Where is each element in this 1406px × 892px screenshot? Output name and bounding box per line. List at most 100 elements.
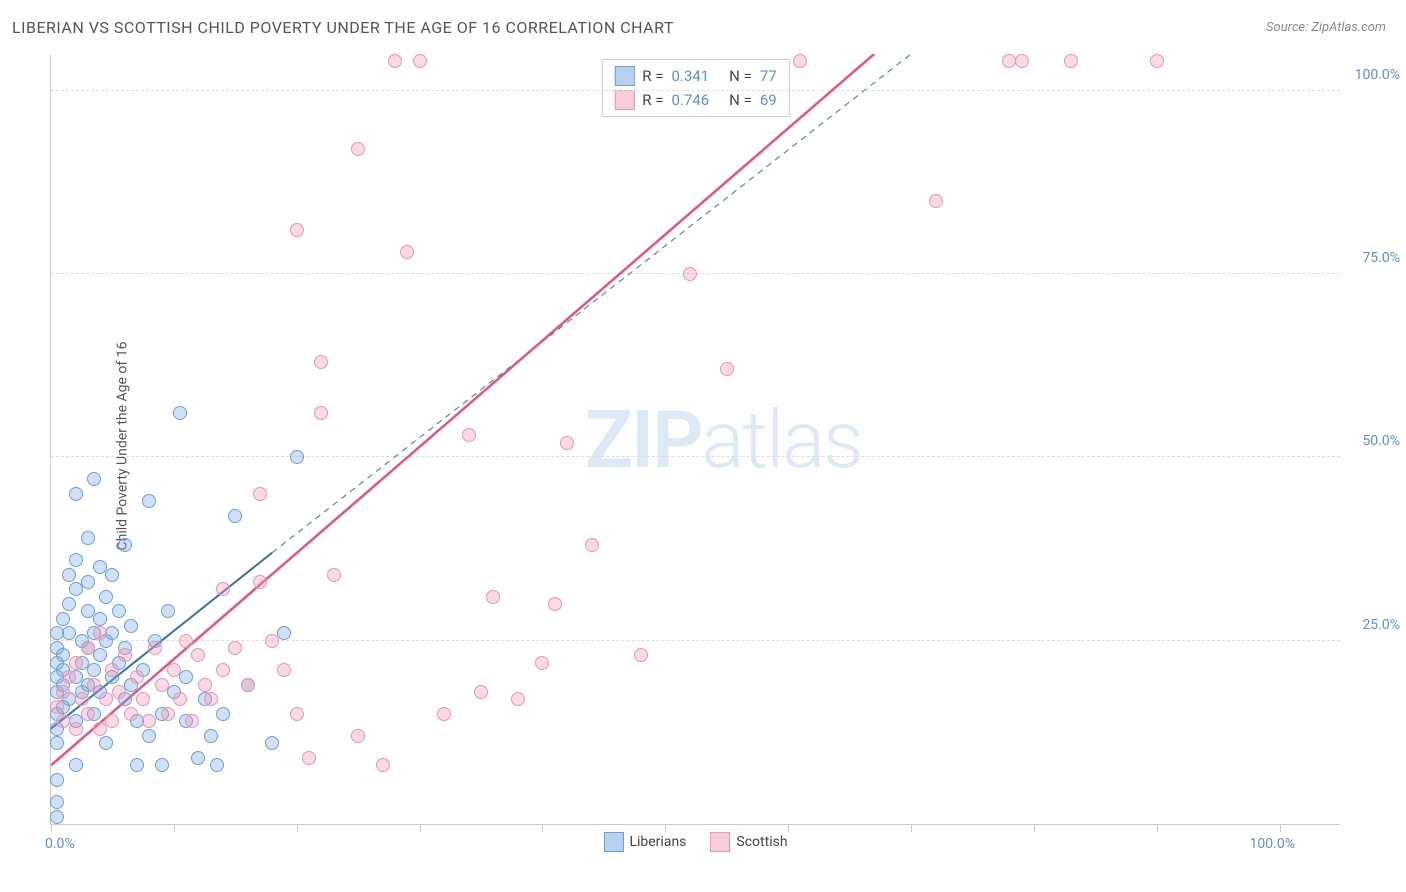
data-point: [634, 648, 648, 662]
data-point: [210, 758, 224, 772]
data-point: [314, 355, 328, 369]
data-point: [173, 406, 187, 420]
data-point: [185, 714, 199, 728]
data-point: [118, 648, 132, 662]
data-point: [216, 582, 230, 596]
legend-swatch: [710, 832, 730, 852]
data-point: [81, 707, 95, 721]
data-point: [75, 692, 89, 706]
data-point: [62, 670, 76, 684]
x-tick-label: 100.0%: [1250, 836, 1295, 852]
legend-item: Scottish: [710, 832, 787, 852]
data-point: [112, 685, 126, 699]
legend-swatch: [614, 66, 634, 86]
x-tick: [51, 824, 52, 832]
data-point: [204, 729, 218, 743]
legend-label: Liberians: [629, 834, 686, 850]
gridline: [51, 456, 1340, 457]
data-point: [87, 663, 101, 677]
x-tick: [174, 824, 175, 832]
chart-title: LIBERIAN VS SCOTTISH CHILD POVERTY UNDER…: [12, 18, 674, 37]
data-point: [105, 714, 119, 728]
data-point: [130, 670, 144, 684]
legend-row: R = 0.746N = 69: [614, 88, 776, 112]
data-point: [142, 494, 156, 508]
trend-lines: [51, 54, 1341, 824]
y-tick-label: 100.0%: [1355, 67, 1400, 83]
legend-item: Liberians: [603, 832, 686, 852]
data-point: [1150, 54, 1164, 68]
data-point: [511, 692, 525, 706]
data-point: [198, 678, 212, 692]
data-point: [142, 714, 156, 728]
x-tick: [1157, 824, 1158, 832]
data-point: [241, 678, 255, 692]
data-point: [191, 751, 205, 765]
y-tick-label: 25.0%: [1362, 617, 1400, 633]
data-point: [1064, 54, 1078, 68]
data-point: [228, 641, 242, 655]
x-tick: [297, 824, 298, 832]
data-point: [155, 678, 169, 692]
data-point: [142, 729, 156, 743]
data-point: [228, 509, 242, 523]
x-tick: [420, 824, 421, 832]
legend-swatch: [614, 90, 634, 110]
data-point: [413, 54, 427, 68]
data-point: [265, 736, 279, 750]
data-point: [105, 663, 119, 677]
data-point: [929, 194, 943, 208]
data-point: [87, 472, 101, 486]
data-point: [290, 223, 304, 237]
r-label: R =: [642, 67, 663, 85]
data-point: [81, 531, 95, 545]
data-point: [99, 736, 113, 750]
data-point: [535, 656, 549, 670]
data-point: [93, 626, 107, 640]
data-point: [253, 487, 267, 501]
data-point: [130, 758, 144, 772]
x-tick: [665, 824, 666, 832]
data-point: [50, 773, 64, 787]
n-label: N =: [729, 91, 752, 109]
data-point: [105, 626, 119, 640]
n-value: 69: [760, 91, 777, 109]
x-tick: [788, 824, 789, 832]
data-point: [93, 612, 107, 626]
data-point: [136, 692, 150, 706]
source-attribution: Source: ZipAtlas.com: [1266, 20, 1386, 35]
y-tick-label: 50.0%: [1362, 433, 1400, 449]
data-point: [253, 575, 267, 589]
data-point: [216, 663, 230, 677]
gridline: [51, 90, 1340, 91]
data-point: [290, 450, 304, 464]
data-point: [179, 634, 193, 648]
data-point: [56, 685, 70, 699]
legend-row: R = 0.341N = 77: [614, 64, 776, 88]
data-point: [314, 406, 328, 420]
data-point: [118, 538, 132, 552]
watermark: ZIPatlas: [585, 393, 862, 487]
data-point: [216, 707, 230, 721]
data-point: [62, 597, 76, 611]
data-point: [112, 604, 126, 618]
data-point: [720, 362, 734, 376]
x-tick-label: 0.0%: [45, 836, 75, 852]
data-point: [351, 729, 365, 743]
data-point: [69, 487, 83, 501]
series-legend: Liberians Scottish: [603, 832, 787, 852]
data-point: [560, 436, 574, 450]
gridline: [51, 640, 1340, 641]
data-point: [105, 568, 119, 582]
data-point: [161, 604, 175, 618]
data-point: [87, 678, 101, 692]
data-point: [191, 648, 205, 662]
data-point: [548, 597, 562, 611]
plot-area: ZIPatlas R = 0.341N = 77R = 0.746N = 69 …: [50, 55, 1340, 825]
data-point: [124, 707, 138, 721]
data-point: [585, 538, 599, 552]
data-point: [277, 626, 291, 640]
data-point: [161, 707, 175, 721]
data-point: [50, 700, 64, 714]
data-point: [388, 54, 402, 68]
